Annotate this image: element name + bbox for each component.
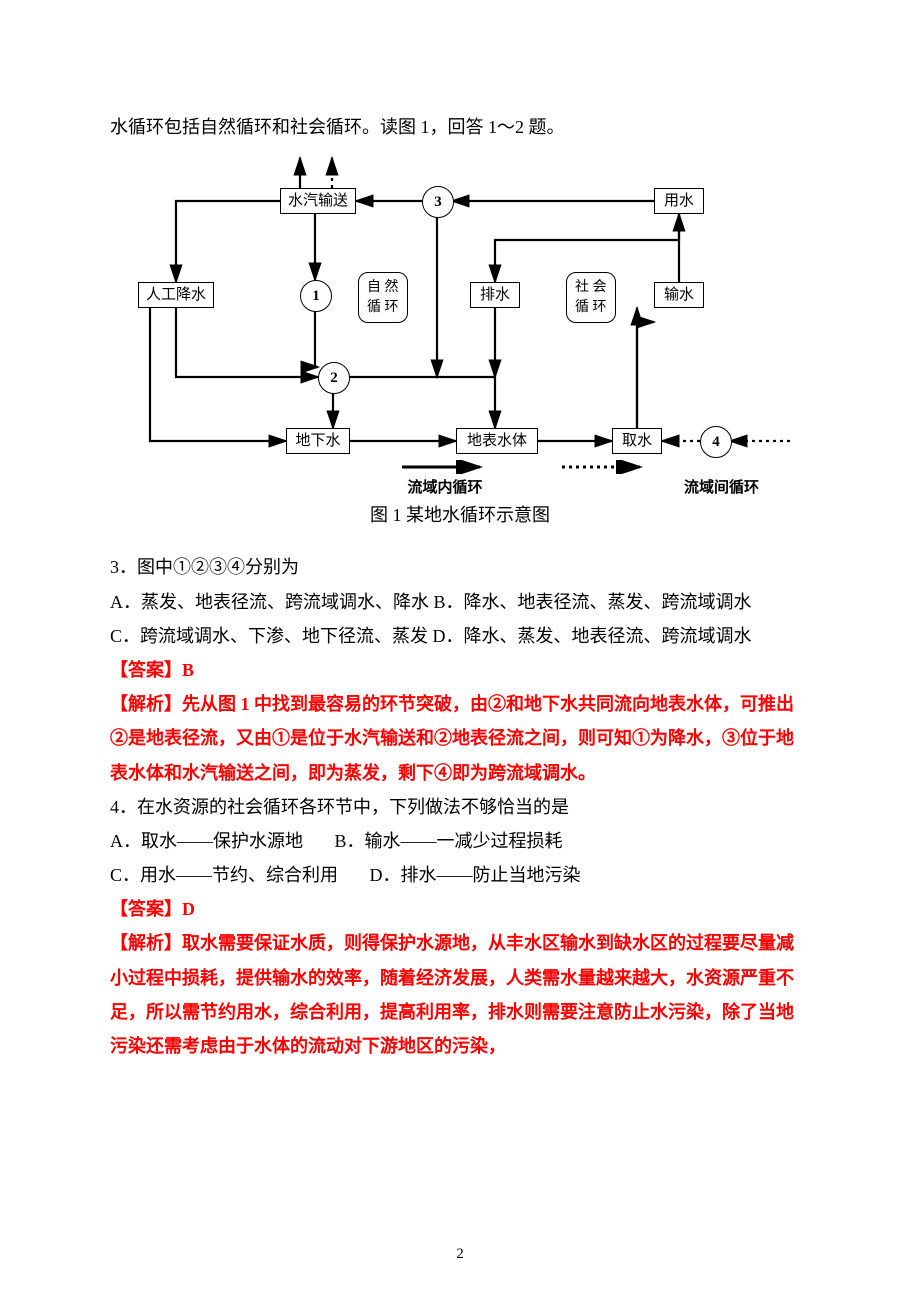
node-vapor: 水汽输送 <box>280 188 356 214</box>
legend-crossbasin-text: 流域间循环 <box>684 474 759 503</box>
q4-answer: 【答案】D <box>110 892 810 926</box>
q4-opts-row2: C．用水——节约、综合利用 D．排水——防止当地污染 <box>110 858 810 892</box>
q4-opts-row1: A．取水——保护水源地 B．输水——一减少过程损耗 <box>110 824 810 858</box>
q3-stem: 3．图中①②③④分别为 <box>110 550 810 584</box>
page: 水循环包括自然循环和社会循环。读图 1，回答 1～2 题。 水汽输送 3 用水 … <box>0 0 920 1302</box>
q4-explain: 【解析】取水需要保证水质，则得保护水源地，从丰水区输水到缺水区的过程要尽量减小过… <box>110 926 810 1063</box>
q3-explain-text: 先从图 1 中找到最容易的环节突破，由②和地下水共同流向地表水体，可推出②是地表… <box>110 694 794 782</box>
legend-inbasin-label: 流域内循环 <box>407 474 482 503</box>
intro-text: 水循环包括自然循环和社会循环。读图 1，回答 1～2 题。 <box>110 110 810 144</box>
q4-optB: B．输水——一减少过程损耗 <box>335 831 563 851</box>
node-groundwater: 地下水 <box>286 428 350 454</box>
node-trans: 输水 <box>654 282 704 308</box>
node-1: 1 <box>300 280 332 312</box>
q3-explain-label: 【解析】 <box>110 694 182 714</box>
legend-crossbasin-label: 流域间循环 <box>684 474 759 503</box>
q4-optA: A．取水——保护水源地 <box>110 831 303 851</box>
legend-crossbasin <box>560 460 650 474</box>
node-rain: 人工降水 <box>138 282 214 308</box>
node-2: 2 <box>318 362 350 394</box>
q3-opts-2: C．跨流域调水、下渗、地下径流、蒸发 D．降水、蒸发、地表径流、跨流域调水 <box>110 619 810 653</box>
diagram-caption: 图 1 某地水循环示意图 <box>110 498 810 532</box>
diagram-container: 水汽输送 3 用水 人工降水 1 自 然 循 环 排水 社 会 循 环 输水 2… <box>110 152 810 532</box>
q4-explain-text: 取水需要保证水质，则得保护水源地，从丰水区输水到缺水区的过程要尽量减小过程中损耗… <box>110 933 794 1056</box>
node-3: 3 <box>422 186 454 218</box>
node-social-cycle: 社 会 循 环 <box>566 272 616 323</box>
page-number: 2 <box>0 1240 920 1269</box>
node-intake: 取水 <box>612 428 662 454</box>
node-use: 用水 <box>654 188 704 214</box>
q4-explain-label: 【解析】 <box>110 933 182 953</box>
q3-opts-1: A．蒸发、地表径流、跨流域调水、降水 B．降水、地表径流、蒸发、跨流域调水 <box>110 585 810 619</box>
q4-optD: D．排水——防止当地污染 <box>370 865 581 885</box>
legend-inbasin: 流域内循环 <box>400 460 490 503</box>
q3-answer: 【答案】B <box>110 653 810 687</box>
q4-stem: 4．在水资源的社会循环各环节中，下列做法不够恰当的是 <box>110 790 810 824</box>
node-4: 4 <box>700 426 732 458</box>
diagram: 水汽输送 3 用水 人工降水 1 自 然 循 环 排水 社 会 循 环 输水 2… <box>120 152 800 492</box>
node-surface: 地表水体 <box>456 428 538 454</box>
q4-optC: C．用水——节约、综合利用 <box>110 865 338 885</box>
node-natural-cycle: 自 然 循 环 <box>358 272 408 323</box>
q3-explain: 【解析】先从图 1 中找到最容易的环节突破，由②和地下水共同流向地表水体，可推出… <box>110 687 810 790</box>
node-drain: 排水 <box>470 282 520 308</box>
